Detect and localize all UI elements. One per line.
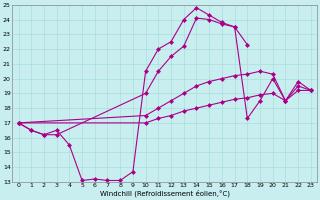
X-axis label: Windchill (Refroidissement éolien,°C): Windchill (Refroidissement éolien,°C) (100, 190, 230, 197)
